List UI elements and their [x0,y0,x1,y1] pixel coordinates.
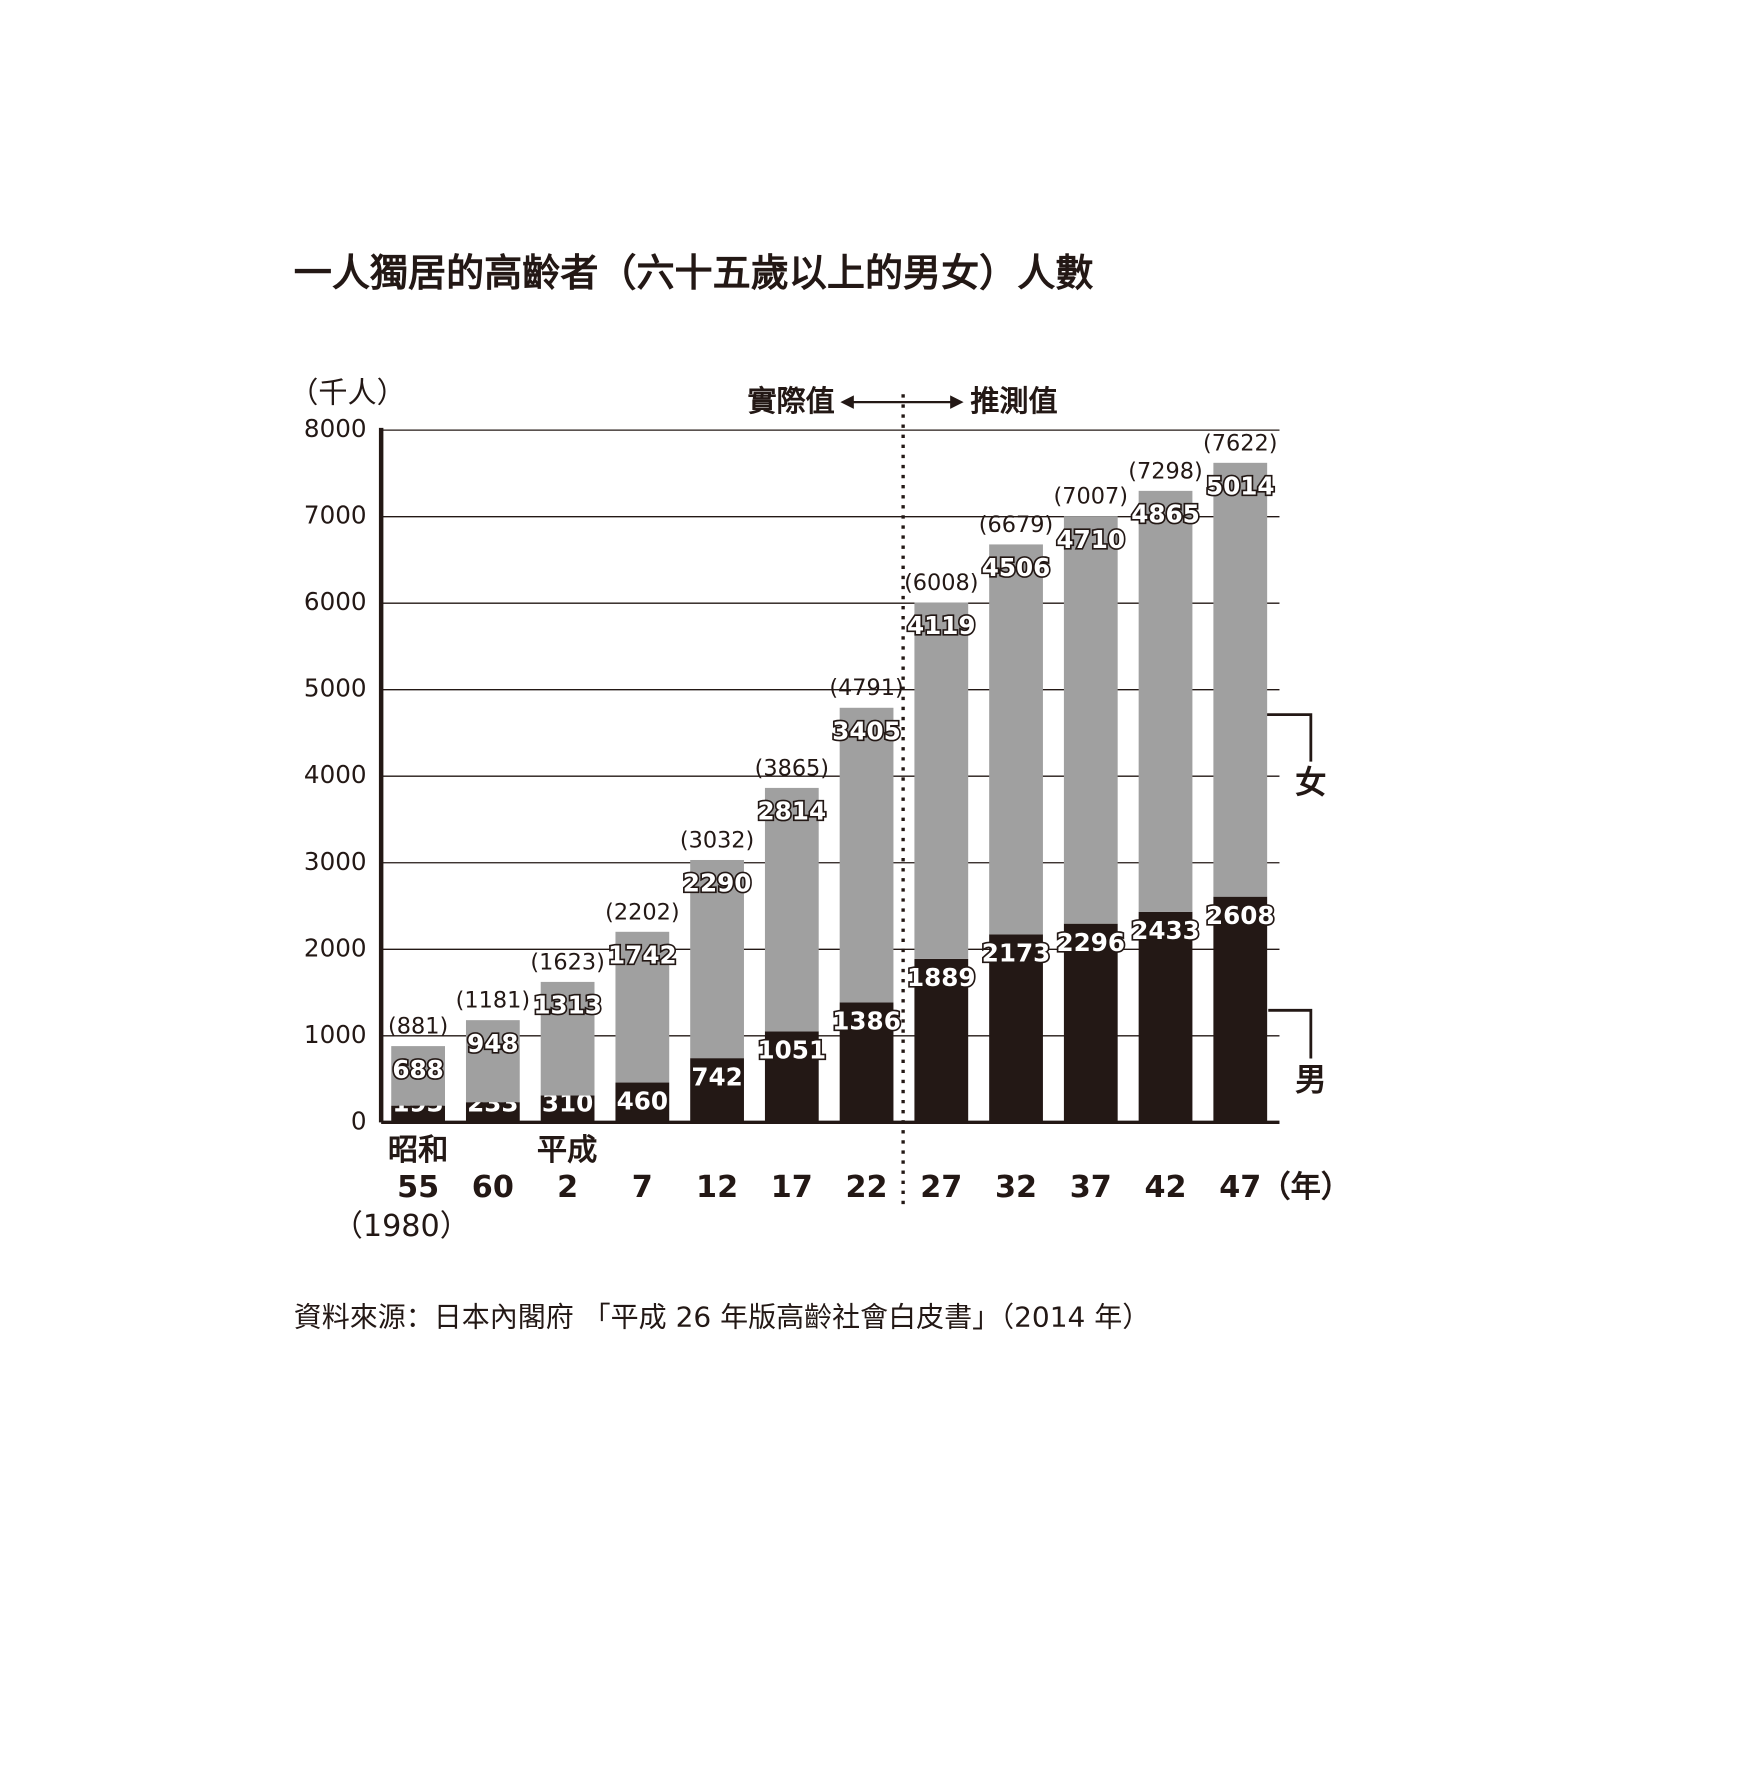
annotation: 實際值 [747,384,834,418]
era-label: 昭和 [388,1133,448,1168]
x-tick-label: 2 [557,1170,578,1205]
source: 資料來源：日本內閣府 「平成 26 年版高齡社會白皮書」（2014 年） [294,1300,1151,1333]
data-label: 1386 [832,1007,901,1036]
bar-segment [839,707,894,1003]
bar-segment [989,544,1043,935]
data-label: 948 [467,1029,518,1058]
bar-segment [839,1002,894,1123]
bar-segment [690,1058,744,1123]
y-tick-label: 4000 [304,760,367,789]
bar-segment [1213,462,1268,897]
data-label: 2433 [1131,916,1200,945]
bar-segment [989,934,1043,1123]
bar-segment [914,602,969,959]
bar-segment [914,958,969,1123]
bar-segment [1138,490,1193,912]
y-tick-label: 3000 [304,847,367,876]
data-label: 688 [392,1055,443,1084]
bar-segment [540,981,595,1096]
era-label: 平成 [537,1133,597,1168]
y-tick-label: 0 [351,1106,367,1135]
y-tick-label: 1000 [304,1020,367,1049]
data-label: 1742 [608,940,677,969]
x-tick-label: 27 [920,1170,962,1205]
data-label: 4119 [907,611,976,640]
total-label: (3865) [755,755,829,781]
data-label: 2608 [1206,901,1275,930]
total-label: (1181) [456,988,530,1014]
total-label: (3032) [680,827,754,853]
x-tick-label: 17 [771,1170,813,1205]
total-label: (1623) [530,949,604,975]
bar-segment [391,1105,446,1123]
x-tick-label: 7 [632,1170,653,1205]
bar-segment [391,1046,446,1106]
bar-segment [615,931,670,1083]
total-label: (6679) [979,512,1053,538]
x-unit: （年） [1260,1170,1351,1205]
y-tick-label: 8000 [304,414,367,443]
y-axis-label: （千人） [289,375,405,409]
data-label: 2296 [1057,928,1126,957]
data-label: 5014 [1206,471,1275,500]
bar-segment [690,859,744,1059]
data-label: 2173 [982,938,1051,967]
data-label: 1313 [533,991,602,1020]
bar-segment [465,1020,520,1103]
total-label: (7622) [1203,430,1277,456]
data-label: 1051 [758,1036,827,1065]
data-label: 1889 [907,963,976,992]
x-tick-label: 22 [846,1170,888,1205]
x-tick-label: 60 [472,1170,514,1205]
x-tick-label: 32 [995,1170,1037,1205]
bar-segment [764,1031,819,1123]
total-label: (7298) [1128,458,1202,484]
bar-segment [1063,516,1118,924]
bar-segment [764,787,819,1032]
total-label: (6008) [904,570,978,596]
bar-segment [465,1102,520,1123]
total-label: (881) [388,1014,448,1040]
annotation: 推測值 [970,384,1057,418]
data-label: 2290 [683,869,752,898]
data-label: 4710 [1057,525,1126,554]
bar-segment [540,1095,595,1123]
bar-segment [1213,896,1268,1123]
data-label: 2814 [758,797,827,826]
legend-label: 女 [1295,764,1326,801]
x-tick-label: 12 [696,1170,738,1205]
arrow [840,395,964,409]
legend-label: 男 [1295,1062,1326,1098]
x-tick-label: 47 [1219,1170,1261,1205]
data-label: 4506 [982,553,1051,582]
bar-segment [1063,923,1118,1123]
data-label: 460 [617,1087,668,1116]
data-label: 3405 [832,716,901,745]
data-label: 742 [691,1062,742,1091]
x-tick-label: 55 [397,1170,439,1205]
x-tick-label: 42 [1144,1170,1186,1205]
bar-segment [615,1082,670,1123]
y-tick-label: 2000 [304,933,367,962]
y-tick-label: 5000 [304,674,367,703]
y-tick-label: 7000 [304,501,367,530]
y-tick-label: 6000 [304,587,367,616]
year-note: （1980） [333,1209,470,1244]
total-label: (2202) [605,899,679,925]
bar-segment [1138,911,1193,1123]
x-tick-label: 37 [1070,1170,1112,1205]
total-label: (7007) [1054,484,1128,510]
chart-title: 一人獨居的高齡者（六十五歲以上的男女）人數 [294,251,1094,295]
total-label: (4791) [829,675,903,701]
data-label: 4865 [1131,500,1200,529]
